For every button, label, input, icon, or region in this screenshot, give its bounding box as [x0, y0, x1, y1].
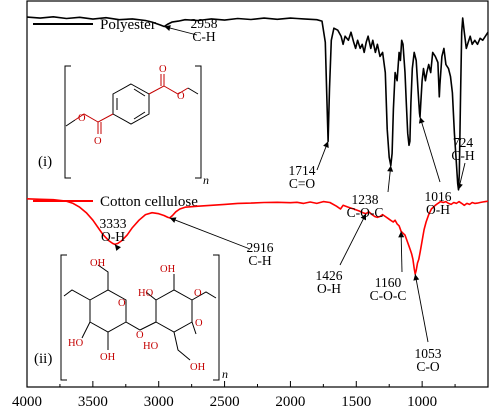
poly-repeat-n: n: [203, 173, 209, 187]
panel-label-ii: (ii): [34, 351, 52, 367]
annotation-arrowhead: [323, 141, 329, 148]
annotation-wavenumber: 2958: [191, 16, 218, 31]
annotation-wavenumber: 1714: [289, 163, 316, 178]
cell-ring-right: [155, 289, 193, 333]
annotation-assignment: O-H: [426, 202, 450, 217]
series-line-cotton-cellulose: [26, 198, 489, 275]
cell-atom-o-4: O: [194, 288, 202, 299]
annotation-wavenumber: 1160: [375, 275, 402, 290]
cell-atom-ho-2: HO: [68, 338, 84, 349]
annotation-assignment: C-O-C: [347, 205, 384, 220]
cell-atom-oh-3: OH: [100, 352, 116, 363]
annotation-arrowhead: [456, 183, 463, 190]
annotation-arrowhead: [169, 217, 177, 223]
x-tick-label: 2000: [275, 394, 305, 410]
annotation-arrowhead: [413, 274, 420, 281]
annotation-arrow: [339, 213, 367, 266]
cell-atom-oh-4: OH: [190, 362, 206, 373]
x-tick-label: 4000: [12, 394, 42, 410]
annotation-arrow: [169, 217, 251, 250]
poly-bracket-right: [195, 65, 202, 179]
cell-atom-o-3: O: [118, 298, 126, 309]
x-tick-label: 2500: [210, 394, 240, 410]
annotation-assignment: C-H: [192, 29, 216, 44]
annotation-assignment: C-O: [416, 359, 440, 374]
poly-atom-o-3: O: [94, 136, 102, 147]
annotation-assignment: C=O: [289, 176, 316, 191]
cell-bonds-right: [145, 274, 217, 361]
cell-repeat-n: n: [222, 367, 228, 381]
annotation-arrow: [419, 116, 441, 183]
annotation-assignment: O-H: [317, 281, 341, 296]
cell-atom-ho-1: HO: [138, 288, 154, 299]
annotation-arrow: [414, 274, 429, 343]
poly-atom-o-4: O: [78, 113, 86, 124]
cell-atom-oh-1: OH: [90, 258, 106, 269]
cell-ring-left: [89, 289, 127, 333]
annotation-arrow: [400, 231, 403, 273]
x-tick-label: 3000: [144, 394, 174, 410]
poly-right-ester: [148, 74, 189, 95]
annotation-arrowhead: [164, 25, 171, 31]
legend-label-polyester: Polyester: [100, 17, 156, 33]
peak-annotations: 2958C-H1714C=O1238C-O-C1016O-H724C-H3333…: [100, 16, 475, 374]
annotation-wavenumber: 1426: [316, 268, 343, 283]
legend-label-cotton-cellulose: Cotton cellulose: [100, 194, 198, 210]
annotation-assignment: O-H: [101, 229, 125, 244]
annotation-assignment: C-H: [248, 253, 272, 268]
annotation-assignment: C-H: [451, 148, 475, 163]
polyester-structure: [64, 65, 202, 179]
x-axis: 4000 3500 3000 2500 2000 1500 1000: [12, 381, 456, 410]
cell-bonds-left: [63, 264, 157, 350]
annotation-arrowhead: [360, 213, 367, 221]
poly-bracket-left: [64, 65, 71, 179]
poly-atom-o-2: O: [177, 91, 185, 102]
annotation-arrowhead: [387, 165, 394, 172]
poly-atom-o-1: O: [159, 64, 167, 75]
x-tick-label: 3500: [78, 394, 108, 410]
plot-frame: [26, 0, 489, 388]
poly-benzene-ring: [112, 83, 150, 125]
annotation-assignment: C-O-C: [370, 288, 407, 303]
x-tick-label: 1000: [407, 394, 437, 410]
annotation-wavenumber: 1238: [352, 192, 379, 207]
cell-bracket-left: [60, 254, 67, 381]
cell-atom-o-1: O: [195, 318, 203, 329]
annotation-wavenumber: 724: [453, 135, 474, 150]
annotation-wavenumber: 1016: [425, 189, 452, 204]
series-line-polyester: [26, 16, 489, 191]
poly-end-bond-left: [65, 119, 76, 127]
x-tick-label: 1500: [341, 394, 371, 410]
annotation-wavenumber: 2916: [247, 240, 274, 255]
cell-atom-ho-3: HO: [143, 341, 159, 352]
cell-atom-o-2: O: [136, 330, 144, 341]
poly-end-bond-right: [187, 87, 199, 95]
poly-inner-bonds-2: [133, 111, 146, 120]
cell-bracket-right: [213, 254, 220, 381]
annotation-wavenumber: 1053: [415, 346, 442, 361]
annotation-arrowhead: [398, 231, 405, 238]
poly-left-ester: [74, 113, 114, 134]
cellulose-structure: [60, 254, 220, 381]
panel-label-i: (i): [38, 154, 52, 170]
annotation-wavenumber: 3333: [100, 216, 127, 231]
cell-atom-oh-2: OH: [160, 264, 176, 275]
poly-inner-bonds: [133, 88, 146, 97]
annotation-arrowhead: [114, 244, 121, 251]
annotation-arrowhead: [418, 117, 425, 124]
